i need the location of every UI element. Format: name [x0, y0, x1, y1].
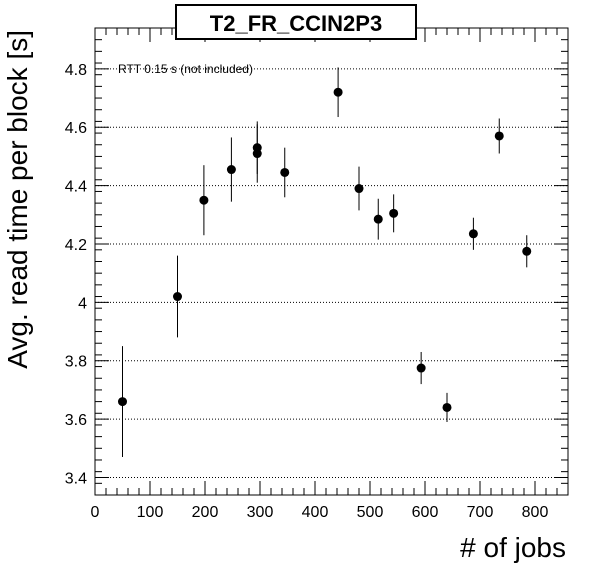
x-tick-label: 800 — [522, 504, 549, 521]
data-point — [373, 198, 383, 240]
y-tick-label: 4.2 — [65, 237, 87, 254]
point-marker — [389, 208, 399, 218]
x-tick-label: 300 — [247, 504, 274, 521]
point-marker — [442, 402, 452, 412]
point-marker — [416, 363, 426, 373]
axis-ticks — [94, 27, 569, 496]
data-points — [118, 67, 532, 458]
point-marker — [173, 292, 182, 302]
x-tick-label: 0 — [91, 504, 100, 521]
y-tick-label: 3.8 — [65, 354, 87, 371]
chart-title: T2_FR_CCIN2P3 — [210, 11, 382, 36]
y-tick-label: 4 — [78, 295, 87, 312]
point-marker — [354, 184, 364, 194]
point-marker — [373, 214, 383, 224]
y-tick-label: 4.4 — [65, 179, 87, 196]
point-marker — [494, 131, 504, 141]
data-point — [354, 166, 364, 211]
y-tick-label: 4.6 — [65, 120, 87, 137]
annotation-text: RTT 0.15 s (not included) — [118, 62, 253, 76]
point-marker — [280, 167, 290, 177]
data-point — [226, 137, 236, 202]
data-point — [199, 165, 209, 236]
x-axis-title: # of jobs — [460, 532, 566, 563]
data-point — [522, 235, 532, 268]
title-box: T2_FR_CCIN2P3 — [175, 4, 417, 40]
x-tick-label: 200 — [192, 504, 219, 521]
tick-labels: 3.4 3.6 3.8 4 4.2 4.4 4.6 4.8 0 100 200 300 400 500 60… — [65, 62, 549, 521]
y-axis-title: Avg. read time per block [s] — [2, 30, 33, 369]
y-tick-label: 3.4 — [65, 470, 87, 487]
point-marker — [468, 229, 478, 239]
point-marker — [252, 149, 262, 159]
data-point — [389, 194, 399, 233]
data-point — [118, 346, 127, 458]
plot-frame — [94, 27, 569, 496]
data-point — [468, 217, 478, 250]
y-tick-label: 3.6 — [65, 412, 87, 429]
data-point — [173, 255, 182, 338]
x-tick-label: 500 — [357, 504, 384, 521]
point-marker — [118, 397, 127, 407]
x-tick-label: 700 — [467, 504, 494, 521]
y-tick-label: 4.8 — [65, 62, 87, 79]
data-point — [494, 118, 504, 154]
x-tick-label: 400 — [302, 504, 329, 521]
data-point — [416, 351, 426, 385]
x-tick-label: 600 — [412, 504, 439, 521]
data-point — [280, 147, 290, 198]
grid-lines — [95, 68, 568, 478]
point-marker — [226, 165, 236, 175]
data-point — [442, 392, 452, 423]
x-tick-label: 100 — [137, 504, 164, 521]
data-point — [252, 124, 262, 183]
point-marker — [333, 87, 343, 97]
data-point — [333, 67, 343, 118]
point-marker — [522, 246, 532, 256]
point-marker — [199, 195, 209, 205]
